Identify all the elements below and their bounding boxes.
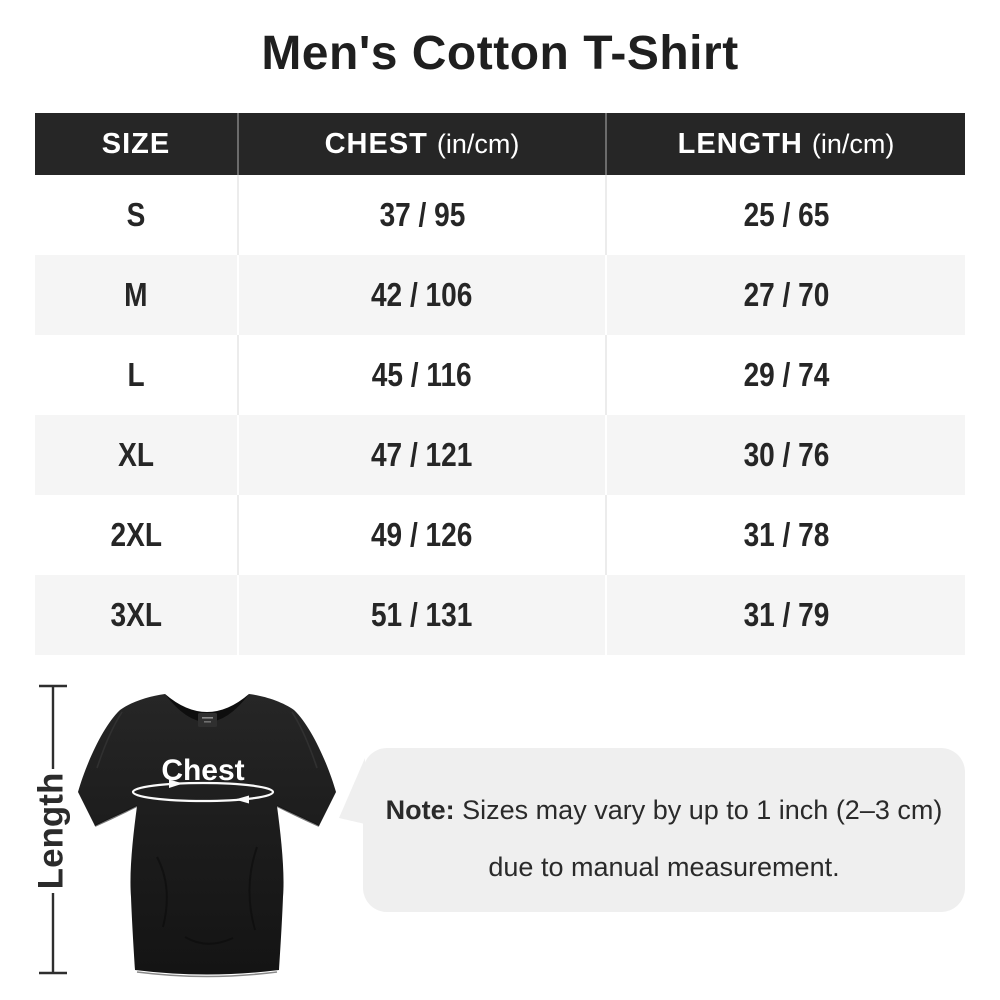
column-header-length-unit: (in/cm) [811,128,895,159]
size-cell: M [124,276,148,313]
length-cell: 27 / 70 [605,255,965,335]
note-text-1: Sizes may vary by up to 1 inch (2–3 cm) [462,795,943,825]
column-header-size: SIZE [35,113,237,175]
size-cell: 2XL [110,516,162,553]
tshirt-illustration: Chest [78,694,336,978]
shirt-wrinkles [94,805,320,945]
column-header-length: LENGTH (in/cm) [605,113,965,175]
page-title: Men's Cotton T-Shirt [261,27,739,80]
length-cell: 25 / 65 [605,175,965,255]
table-row-m: M 42 / 106 27 / 70 [35,255,965,335]
table-row-l: L 45 / 116 29 / 74 [35,335,965,415]
chest-cell: 37 / 95 [237,175,605,255]
table-row-xl: XL 47 / 121 30 / 76 [35,415,965,495]
table-row-s: S 37 / 95 25 / 65 [35,175,965,255]
size-cell: XL [118,436,154,473]
table-body: S 37 / 95 25 / 65 M 42 / 106 27 / 70 L 4… [35,175,965,655]
shirt-highlights [96,711,318,978]
note-bubble-tail [339,758,365,824]
column-header-chest-unit: (in/cm) [436,128,520,159]
column-header-chest: CHEST (in/cm) [237,113,605,175]
column-header-length-label: LENGTH [677,127,803,160]
length-cell: 29 / 74 [605,335,965,415]
chest-cell: 47 / 121 [237,415,605,495]
table-row-3xl: 3XL 51 / 131 31 / 79 [35,575,965,655]
column-header-chest-label: CHEST [324,127,428,160]
tshirt-measurement-diagram: Length [31,684,336,978]
note-line-1: Note: Sizes may vary by up to 1 inch (2–… [363,795,965,826]
chest-cell: 49 / 126 [237,495,605,575]
column-header-size-label: SIZE [101,127,171,160]
chest-cell: 51 / 131 [237,575,605,655]
size-cell: 3XL [110,596,162,633]
size-table: SIZE CHEST (in/cm) LENGTH (in/cm) S 37 / 9… [35,113,965,655]
length-cell: 31 / 79 [605,575,965,655]
chest-measure-ellipse [131,781,275,803]
table-row-2xl: 2XL 49 / 126 31 / 78 [35,495,965,575]
table-header-row: SIZE CHEST (in/cm) LENGTH (in/cm) [35,113,965,175]
collar [165,694,249,722]
note-bubble: Note: Sizes may vary by up to 1 inch (2–… [363,748,965,912]
size-cell: L [127,356,145,393]
chest-arrow-right-icon [169,779,183,788]
length-cell: 31 / 78 [605,495,965,575]
note-prefix: Note: [385,795,455,825]
chest-arrow-left-icon [235,795,249,804]
length-cell: 30 / 76 [605,415,965,495]
length-label: Length [31,773,70,890]
length-measure-line [39,684,67,975]
brand-label [198,713,217,727]
note-line-2: due to manual measurement. [488,852,840,882]
chest-cell: 45 / 116 [237,335,605,415]
chest-cell: 42 / 106 [237,255,605,335]
size-cell: S [126,196,146,233]
